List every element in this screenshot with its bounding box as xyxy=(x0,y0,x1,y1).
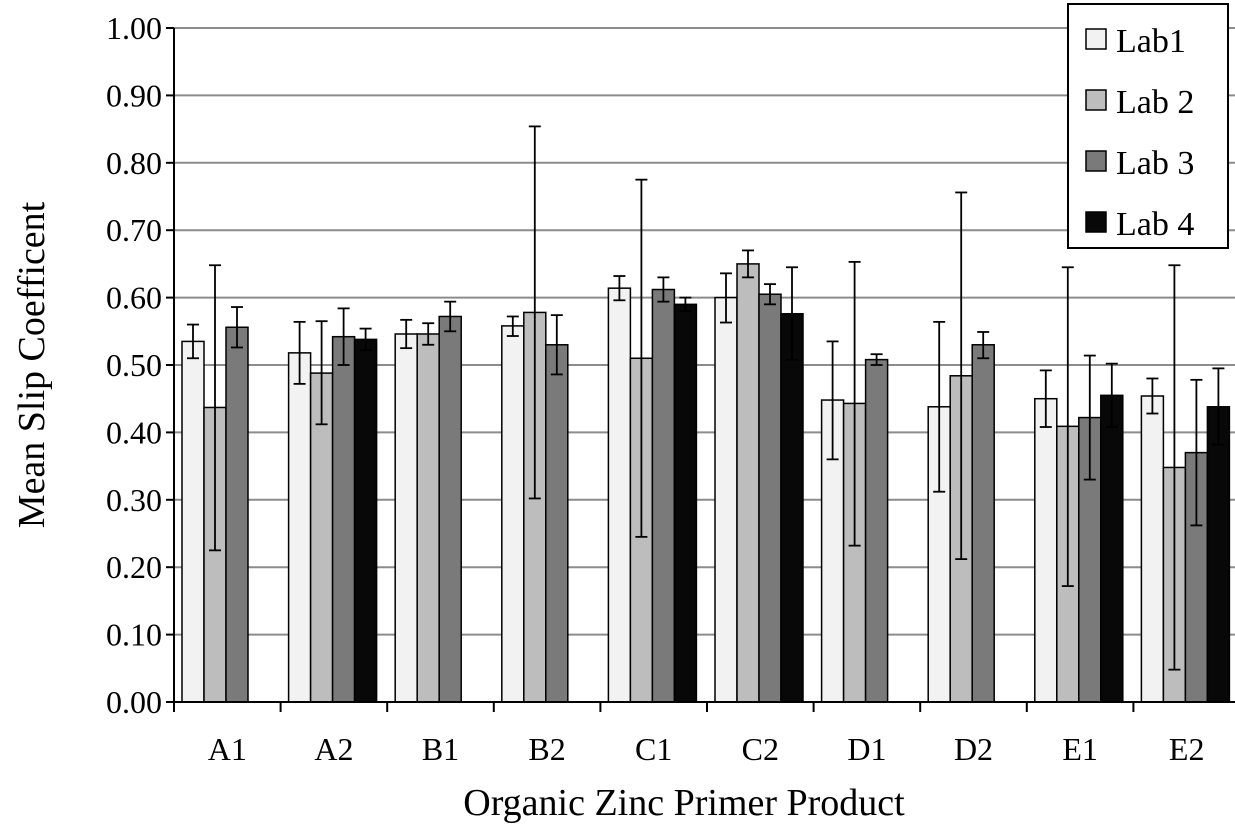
x-tick-label: E1 xyxy=(1062,731,1098,767)
y-tick-label: 0.80 xyxy=(106,145,162,181)
legend-swatch xyxy=(1085,28,1107,50)
bar xyxy=(353,338,378,703)
x-tick-label: C2 xyxy=(742,731,779,767)
x-tick-label: D1 xyxy=(847,731,886,767)
y-axis-title: Mean Slip Coefficent xyxy=(11,201,53,528)
y-tick-label: 0.40 xyxy=(106,414,162,450)
y-tick-label: 0.20 xyxy=(106,549,162,585)
bar xyxy=(287,352,312,703)
y-tick-label: 1.00 xyxy=(106,10,162,46)
y-tick-label: 0.90 xyxy=(106,77,162,113)
bar xyxy=(416,333,440,703)
x-tick-labels: A1 A2 B1 B2 C1 C2 D1 D2 E1 E2 xyxy=(208,731,1205,767)
x-tick-label: B1 xyxy=(422,731,459,767)
x-tick-label: B2 xyxy=(528,731,565,767)
legend-swatch xyxy=(1085,211,1107,233)
legend-label: Lab 3 xyxy=(1116,145,1194,182)
legend-label: Lab1 xyxy=(1116,23,1186,60)
y-tick-label: 0.50 xyxy=(106,347,162,383)
legend-label: Lab 4 xyxy=(1116,206,1194,243)
bar xyxy=(714,296,738,703)
bar xyxy=(501,325,525,703)
bar xyxy=(545,344,569,703)
axes xyxy=(166,27,1235,712)
bar xyxy=(780,313,804,703)
x-tick-label: A1 xyxy=(208,731,247,767)
bar xyxy=(651,288,676,703)
legend: Lab1 Lab 2 Lab 3 Lab 4 xyxy=(1067,3,1229,249)
legend-swatch xyxy=(1085,150,1107,172)
x-tick-label: D2 xyxy=(954,731,993,767)
bars xyxy=(181,263,1231,703)
y-tick-label: 0.30 xyxy=(106,482,162,518)
y-tick-label: 0.70 xyxy=(106,212,162,248)
bar xyxy=(181,340,205,703)
bar xyxy=(864,358,889,703)
x-tick-label: C1 xyxy=(635,731,672,767)
bar xyxy=(971,344,995,703)
x-tick-label: E2 xyxy=(1169,731,1205,767)
bar xyxy=(1034,397,1058,703)
legend-swatch xyxy=(1085,89,1107,111)
x-axis-title: Organic Zinc Primer Product xyxy=(463,782,905,824)
bar xyxy=(438,315,462,703)
x-tick-label: A2 xyxy=(314,731,353,767)
y-tick-labels: 0.00 0.10 0.20 0.30 0.40 0.50 0.60 0.70 0.80 0.90… xyxy=(106,10,162,720)
bar xyxy=(225,326,249,703)
bar xyxy=(736,263,760,703)
legend-label: Lab 2 xyxy=(1116,84,1194,121)
bar xyxy=(673,303,698,703)
bar xyxy=(607,287,632,703)
y-tick-label: 0.10 xyxy=(106,617,162,653)
y-tick-label: 0.60 xyxy=(106,280,162,316)
bar xyxy=(394,333,418,703)
bar xyxy=(1206,406,1231,703)
bar xyxy=(1100,394,1124,703)
bar xyxy=(1140,395,1165,703)
bar xyxy=(758,293,782,703)
bar xyxy=(331,335,356,703)
y-tick-label: 0.00 xyxy=(106,684,162,720)
error-bars xyxy=(187,125,1225,671)
